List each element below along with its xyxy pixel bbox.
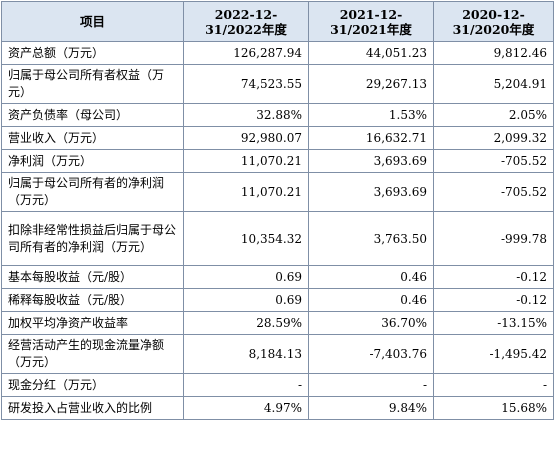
cell-value: -0.12	[433, 288, 554, 312]
cell-value: -	[433, 373, 554, 397]
table-row: 加权平均净资产收益率 28.59% 36.70% -13.15%	[1, 311, 554, 335]
cell-value: 32.88%	[183, 103, 309, 127]
cell-value: 0.46	[308, 265, 434, 289]
table-row: 稀释每股收益（元/股） 0.69 0.46 -0.12	[1, 288, 554, 312]
financial-table: 项目 2022-12-31/2022年度 2021-12-31/2021年度 2…	[1, 1, 554, 420]
row-label: 资产负债率（母公司）	[1, 103, 184, 127]
cell-value: 3,693.69	[308, 149, 434, 173]
cell-value: 0.69	[183, 265, 309, 289]
row-label: 现金分红（万元）	[1, 373, 184, 397]
cell-value: 5,204.91	[433, 64, 554, 104]
cell-value: 0.69	[183, 288, 309, 312]
cell-value: 74,523.55	[183, 64, 309, 104]
row-label: 加权平均净资产收益率	[1, 311, 184, 335]
cell-value: 3,693.69	[308, 172, 434, 212]
table-row: 扣除非经常性损益后归属于母公司所有者的净利润（万元） 10,354.32 3,7…	[1, 211, 554, 266]
row-label: 净利润（万元）	[1, 149, 184, 173]
cell-value: 15.68%	[433, 396, 554, 420]
cell-value: 0.46	[308, 288, 434, 312]
cell-value: 126,287.94	[183, 41, 309, 65]
row-label: 稀释每股收益（元/股）	[1, 288, 184, 312]
cell-value: 10,354.32	[183, 211, 309, 266]
row-label: 经营活动产生的现金流量净额（万元）	[1, 334, 184, 374]
table-row: 现金分红（万元） - - -	[1, 373, 554, 397]
table-row: 归属于母公司所有者权益（万元） 74,523.55 29,267.13 5,20…	[1, 64, 554, 104]
row-label: 营业收入（万元）	[1, 126, 184, 150]
cell-value: -999.78	[433, 211, 554, 266]
cell-value: 1.53%	[308, 103, 434, 127]
table-row: 净利润（万元） 11,070.21 3,693.69 -705.52	[1, 149, 554, 173]
header-item: 项目	[1, 1, 184, 42]
cell-value: 28.59%	[183, 311, 309, 335]
header-row: 项目 2022-12-31/2022年度 2021-12-31/2021年度 2…	[1, 1, 554, 42]
header-2020: 2020-12-31/2020年度	[433, 1, 554, 42]
cell-value: -0.12	[433, 265, 554, 289]
cell-value: 29,267.13	[308, 64, 434, 104]
row-label: 归属于母公司所有者权益（万元）	[1, 64, 184, 104]
row-label: 资产总额（万元）	[1, 41, 184, 65]
cell-value: 9.84%	[308, 396, 434, 420]
header-2022: 2022-12-31/2022年度	[183, 1, 309, 42]
cell-value: 3,763.50	[308, 211, 434, 266]
cell-value: 44,051.23	[308, 41, 434, 65]
table-row: 资产负债率（母公司） 32.88% 1.53% 2.05%	[1, 103, 554, 127]
cell-value: -13.15%	[433, 311, 554, 335]
cell-value: 11,070.21	[183, 172, 309, 212]
table-row: 经营活动产生的现金流量净额（万元） 8,184.13 -7,403.76 -1,…	[1, 334, 554, 374]
cell-value: 2,099.32	[433, 126, 554, 150]
row-label: 研发投入占营业收入的比例	[1, 396, 184, 420]
cell-value: -	[308, 373, 434, 397]
cell-value: -705.52	[433, 172, 554, 212]
cell-value: 16,632.71	[308, 126, 434, 150]
cell-value: 36.70%	[308, 311, 434, 335]
table-row: 营业收入（万元） 92,980.07 16,632.71 2,099.32	[1, 126, 554, 150]
header-2021: 2021-12-31/2021年度	[308, 1, 434, 42]
cell-value: 9,812.46	[433, 41, 554, 65]
row-label: 基本每股收益（元/股）	[1, 265, 184, 289]
cell-value: 4.97%	[183, 396, 309, 420]
cell-value: -	[183, 373, 309, 397]
cell-value: -705.52	[433, 149, 554, 173]
cell-value: -7,403.76	[308, 334, 434, 374]
table-row: 基本每股收益（元/股） 0.69 0.46 -0.12	[1, 265, 554, 289]
table-row: 资产总额（万元） 126,287.94 44,051.23 9,812.46	[1, 41, 554, 65]
cell-value: 8,184.13	[183, 334, 309, 374]
cell-value: 2.05%	[433, 103, 554, 127]
cell-value: 92,980.07	[183, 126, 309, 150]
row-label: 扣除非经常性损益后归属于母公司所有者的净利润（万元）	[1, 211, 184, 266]
cell-value: -1,495.42	[433, 334, 554, 374]
table-row: 归属于母公司所有者的净利润（万元） 11,070.21 3,693.69 -70…	[1, 172, 554, 212]
table-row: 研发投入占营业收入的比例 4.97% 9.84% 15.68%	[1, 396, 554, 420]
cell-value: 11,070.21	[183, 149, 309, 173]
row-label: 归属于母公司所有者的净利润（万元）	[1, 172, 184, 212]
